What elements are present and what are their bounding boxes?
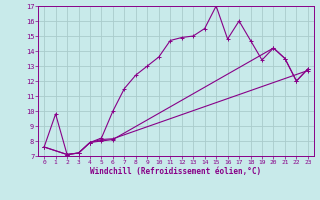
X-axis label: Windchill (Refroidissement éolien,°C): Windchill (Refroidissement éolien,°C) (91, 167, 261, 176)
